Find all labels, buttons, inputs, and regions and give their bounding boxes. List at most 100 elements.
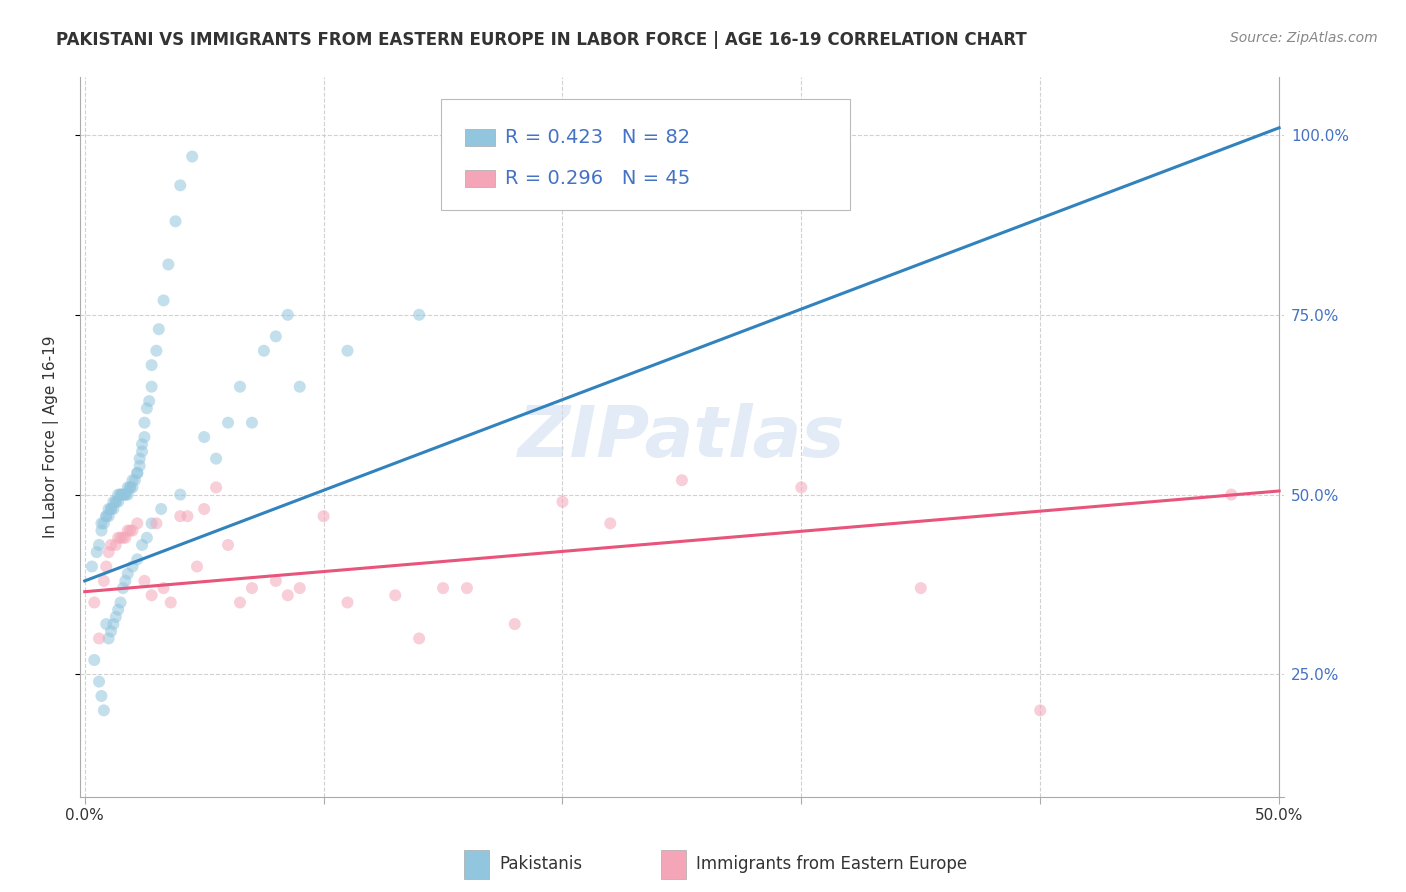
Point <box>121 480 143 494</box>
Point <box>336 595 359 609</box>
Point <box>114 574 136 588</box>
Point <box>312 509 335 524</box>
Point <box>104 610 127 624</box>
Point <box>120 480 142 494</box>
Point <box>229 380 252 394</box>
Point <box>135 531 157 545</box>
Point <box>127 466 149 480</box>
Point <box>384 588 406 602</box>
Point <box>107 531 129 545</box>
Point <box>277 588 299 602</box>
Point <box>97 502 120 516</box>
Point <box>127 466 149 480</box>
Point <box>111 531 134 545</box>
Point <box>86 545 108 559</box>
Point <box>104 538 127 552</box>
Text: R = 0.423   N = 82: R = 0.423 N = 82 <box>505 128 690 147</box>
Point <box>240 581 263 595</box>
Point <box>141 516 163 531</box>
Point <box>96 509 118 524</box>
Point <box>121 524 143 538</box>
Point <box>93 516 115 531</box>
Point <box>205 480 228 494</box>
Point <box>103 502 125 516</box>
Point <box>408 308 430 322</box>
Point <box>127 552 149 566</box>
Point <box>141 588 163 602</box>
Point <box>117 524 139 538</box>
Point <box>131 538 153 552</box>
Point <box>134 574 156 588</box>
Point <box>87 538 110 552</box>
Point <box>205 451 228 466</box>
Text: Pakistanis: Pakistanis <box>499 855 582 873</box>
Point <box>97 545 120 559</box>
Point <box>110 487 132 501</box>
Point <box>114 531 136 545</box>
Point <box>103 495 125 509</box>
Point <box>103 617 125 632</box>
Point <box>90 689 112 703</box>
Point <box>150 502 173 516</box>
Point <box>107 602 129 616</box>
Point <box>181 150 204 164</box>
Point <box>503 617 526 632</box>
Text: Source: ZipAtlas.com: Source: ZipAtlas.com <box>1230 31 1378 45</box>
Point <box>169 487 191 501</box>
Point <box>264 574 287 588</box>
Point <box>141 358 163 372</box>
Point <box>217 416 239 430</box>
Point <box>110 531 132 545</box>
Point <box>124 473 146 487</box>
Point <box>96 617 118 632</box>
Point <box>277 308 299 322</box>
Point <box>80 559 103 574</box>
Point <box>110 487 132 501</box>
Point <box>121 559 143 574</box>
Point <box>100 538 122 552</box>
Point <box>131 444 153 458</box>
Point <box>111 487 134 501</box>
Point <box>128 451 150 466</box>
Point <box>114 487 136 501</box>
Point <box>138 394 160 409</box>
Text: Immigrants from Eastern Europe: Immigrants from Eastern Europe <box>696 855 967 873</box>
Text: R = 0.296   N = 45: R = 0.296 N = 45 <box>505 169 690 188</box>
Point <box>176 509 198 524</box>
Point <box>253 343 276 358</box>
Point <box>551 495 574 509</box>
Point <box>456 581 478 595</box>
Point <box>111 487 134 501</box>
Point <box>110 595 132 609</box>
Point <box>131 437 153 451</box>
Point <box>90 516 112 531</box>
Point <box>100 624 122 639</box>
Point <box>134 430 156 444</box>
Point <box>336 343 359 358</box>
Point <box>229 595 252 609</box>
Point <box>128 458 150 473</box>
Point <box>114 487 136 501</box>
Point <box>107 487 129 501</box>
Point <box>145 343 167 358</box>
Point <box>141 380 163 394</box>
Point <box>97 509 120 524</box>
Point <box>240 416 263 430</box>
Point <box>117 487 139 501</box>
Point <box>1029 703 1052 717</box>
Point <box>152 293 174 308</box>
Point <box>408 632 430 646</box>
Point <box>104 495 127 509</box>
Point <box>120 480 142 494</box>
Point <box>288 380 311 394</box>
Point <box>169 178 191 193</box>
Y-axis label: In Labor Force | Age 16-19: In Labor Force | Age 16-19 <box>44 335 59 538</box>
Point <box>127 516 149 531</box>
Point <box>117 480 139 494</box>
Point <box>97 632 120 646</box>
Point <box>157 257 180 271</box>
Point <box>120 524 142 538</box>
Point <box>135 401 157 416</box>
Point <box>134 416 156 430</box>
Point <box>186 559 208 574</box>
